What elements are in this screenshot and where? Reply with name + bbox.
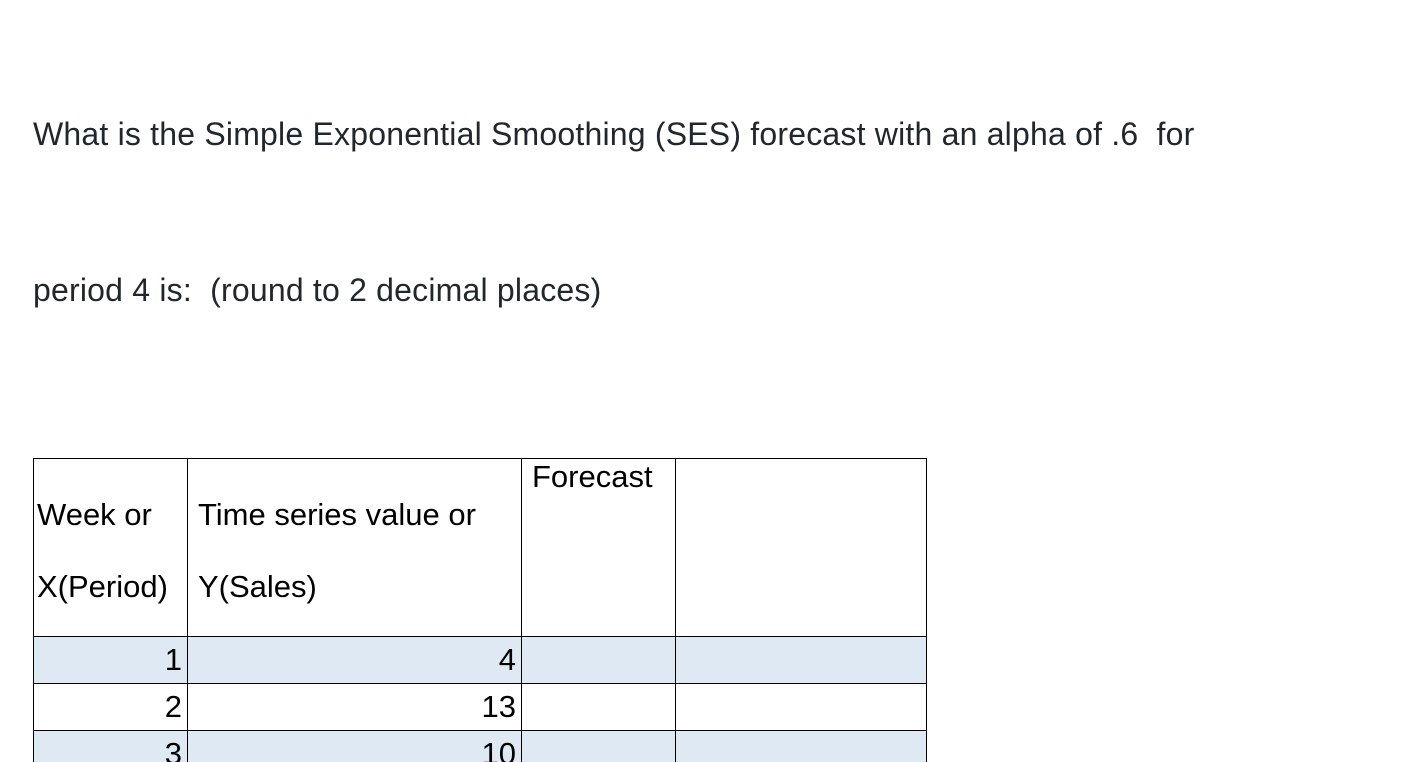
cell-forecast [521,730,676,762]
header-period-line-1: Week or [37,497,152,532]
cell-sales: 4 [187,636,522,684]
cell-sales: 10 [187,730,522,762]
header-sales-line-1: Time series value or [198,497,476,532]
time-series-table: Week or X(Period) Time series value or Y… [33,458,927,762]
header-cell-extra [675,458,927,637]
question-title-line-2: period 4 is: (round to 2 decimal places) [33,272,602,308]
question-title: What is the Simple Exponential Smoothing… [33,4,1424,420]
question-title-line-1: What is the Simple Exponential Smoothing… [33,116,1195,152]
cell-extra [675,730,927,762]
header-cell-period: Week or X(Period) [33,458,188,637]
table-header-row: Week or X(Period) Time series value or Y… [33,458,927,637]
table-row: 2 13 [33,683,927,731]
cell-period: 3 [33,730,188,762]
cell-period: 1 [33,636,188,684]
table-row: 1 4 [33,636,927,684]
cell-sales: 13 [187,683,522,731]
cell-forecast [521,636,676,684]
cell-extra [675,636,927,684]
cell-extra [675,683,927,731]
header-period-line-2: X(Period) [37,569,168,604]
header-cell-forecast: Forecast [521,458,676,637]
table-row: 3 10 [33,730,927,762]
header-sales-line-2: Y(Sales) [198,569,317,604]
cell-period: 2 [33,683,188,731]
header-cell-sales: Time series value or Y(Sales) [187,458,522,637]
cell-forecast [521,683,676,731]
